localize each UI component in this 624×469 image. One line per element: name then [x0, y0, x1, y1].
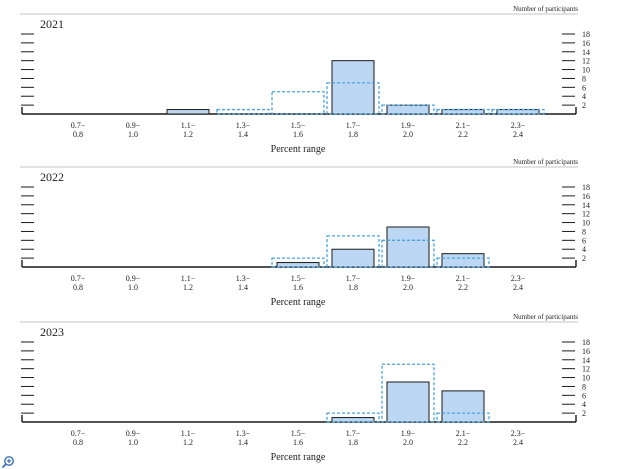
x-tick-label: 1.5− 1.6: [291, 274, 306, 292]
y-axis-label: Number of participants: [513, 313, 578, 321]
x-tick-label: 2.3− 2.4: [511, 429, 526, 447]
prior-outline-bar: [326, 412, 380, 423]
x-tick-label: 1.1− 1.2: [181, 121, 196, 139]
panel-title: 2022: [40, 170, 64, 184]
y-tick-label: 14: [582, 356, 590, 365]
x-tick-label: 1.7− 1.8: [346, 121, 361, 139]
zoom-in-icon[interactable]: [1, 455, 15, 469]
y-tick-label: 2: [582, 101, 586, 110]
bar: [441, 253, 485, 268]
y-tick-label: 6: [582, 391, 586, 400]
x-tick-label: 1.1− 1.2: [181, 429, 196, 447]
y-tick-label: 6: [582, 83, 586, 92]
bar: [331, 248, 375, 268]
x-tick-label: 1.3− 1.4: [236, 274, 251, 292]
y-tick-label: 10: [582, 374, 590, 383]
x-tick-label: 1.7− 1.8: [346, 429, 361, 447]
y-tick-label: 8: [582, 227, 586, 236]
bar: [276, 262, 320, 268]
x-tick-label: 0.9− 1.0: [126, 121, 141, 139]
x-tick-label: 2.1− 2.2: [456, 429, 471, 447]
bar: [331, 60, 375, 115]
x-axis-label: Percent range: [271, 452, 326, 463]
bar: [386, 226, 430, 268]
x-tick-label: 1.9− 2.0: [401, 274, 416, 292]
bar: [386, 381, 430, 423]
y-tick-label: 16: [582, 192, 590, 201]
prior-outline-bar: [326, 82, 380, 115]
prior-outline-bar: [381, 104, 435, 115]
x-tick-label: 1.5− 1.6: [291, 121, 306, 139]
y-tick-label: 12: [582, 57, 590, 66]
y-tick-label: 18: [582, 30, 590, 39]
y-tick-label: 16: [582, 347, 590, 356]
y-tick-label: 10: [582, 66, 590, 75]
y-axis-label: Number of participants: [513, 5, 578, 13]
x-tick-label: 0.7− 0.8: [71, 121, 86, 139]
x-tick-label: 0.7− 0.8: [71, 429, 86, 447]
prior-outline-bar: [491, 108, 545, 115]
panel-title: 2021: [40, 17, 64, 31]
chart-panel-2022: Number of participants 2022 24681012141618…: [20, 158, 590, 308]
x-axis-label: Percent range: [271, 297, 326, 308]
x-tick-label: 1.5− 1.6: [291, 429, 306, 447]
y-tick-label: 4: [582, 400, 586, 409]
prior-outline-bar: [436, 108, 490, 115]
y-tick-label: 12: [582, 365, 590, 374]
y-axis-label: Number of participants: [513, 158, 578, 166]
y-tick-label: 14: [582, 201, 590, 210]
y-tick-label: 2: [582, 409, 586, 418]
x-tick-label: 2.3− 2.4: [511, 121, 526, 139]
y-tick-label: 18: [582, 183, 590, 192]
x-tick-label: 1.7− 1.8: [346, 274, 361, 292]
x-tick-label: 2.1− 2.2: [456, 274, 471, 292]
x-tick-label: 0.7− 0.8: [71, 274, 86, 292]
bar: [386, 104, 430, 115]
y-tick-label: 12: [582, 210, 590, 219]
x-tick-label: 1.9− 2.0: [401, 121, 416, 139]
prior-outline-bar: [381, 363, 435, 423]
x-tick-label: 2.1− 2.2: [456, 121, 471, 139]
prior-outline-bar: [326, 235, 380, 268]
bar: [166, 109, 210, 115]
x-axis-label: Percent range: [271, 144, 326, 155]
bar: [441, 109, 485, 115]
y-tick-label: 8: [582, 382, 586, 391]
y-tick-label: 6: [582, 236, 586, 245]
prior-outline-bar: [381, 239, 435, 268]
bar: [331, 417, 375, 423]
y-tick-label: 8: [582, 74, 586, 83]
bar: [496, 109, 540, 115]
prior-outline-bar: [271, 91, 325, 115]
x-tick-label: 1.9− 2.0: [401, 429, 416, 447]
chart-panel-2023: Number of participants 2023 24681012141618…: [20, 313, 590, 463]
x-tick-label: 1.3− 1.4: [236, 429, 251, 447]
y-tick-label: 18: [582, 338, 590, 347]
bar: [441, 390, 485, 423]
x-tick-label: 2.3− 2.4: [511, 274, 526, 292]
y-tick-label: 14: [582, 48, 590, 57]
panel-title: 2023: [40, 325, 64, 339]
y-tick-label: 10: [582, 219, 590, 228]
prior-outline-bar: [271, 257, 325, 268]
y-tick-label: 2: [582, 254, 586, 263]
prior-outline-bar: [436, 257, 490, 268]
x-tick-label: 1.3− 1.4: [236, 121, 251, 139]
y-tick-label: 4: [582, 92, 586, 101]
x-tick-label: 0.9− 1.0: [126, 274, 141, 292]
prior-outline-bar: [216, 108, 270, 115]
x-tick-label: 0.9− 1.0: [126, 429, 141, 447]
prior-outline-bar: [436, 412, 490, 423]
x-tick-label: 1.1− 1.2: [181, 274, 196, 292]
y-tick-label: 16: [582, 39, 590, 48]
y-tick-label: 4: [582, 245, 586, 254]
chart-panel-2021: Number of participants 2021 24681012141618…: [20, 5, 590, 155]
